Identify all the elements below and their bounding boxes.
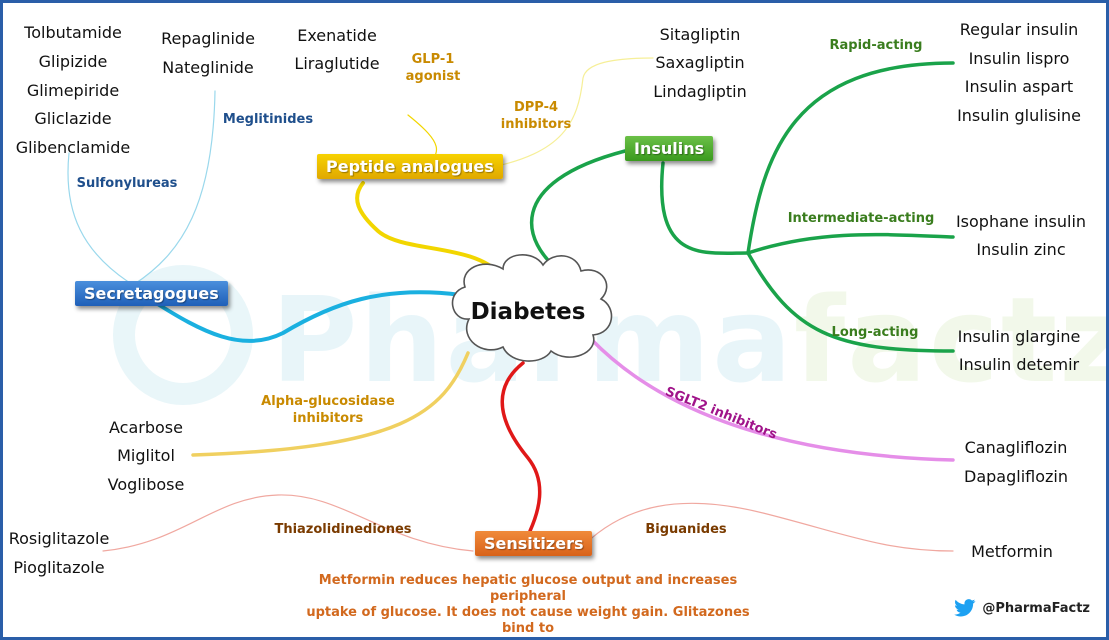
biguanides-branch-line xyxy=(577,502,954,552)
drug-acarbose: Acarbose xyxy=(109,418,183,437)
drug-glimepiride: Glimepiride xyxy=(26,81,120,100)
drug-repaglinide: Repaglinide xyxy=(161,29,255,48)
drug-liraglutide: Liraglutide xyxy=(294,54,380,73)
insulins-box: Insulins xyxy=(625,136,714,161)
drug-canagliflozin: Canagliflozin xyxy=(964,438,1068,457)
long-acting-label: Long-acting xyxy=(831,325,919,340)
drug-isophane-insulin: Isophane insulin xyxy=(955,212,1087,231)
alpha-glucosidase-inhibitors-label: Alpha-glucosidase inhibitors xyxy=(261,394,395,426)
glp1-agonist-label: GLP-1 agonist xyxy=(405,52,461,84)
dpp4-inhibitors-label: DPP-4 inhibitors xyxy=(500,100,572,132)
drug-lindagliptin: Lindagliptin xyxy=(653,82,747,101)
drug-voglibose: Voglibose xyxy=(107,475,185,494)
sulfonylureas-branch-line xyxy=(67,152,134,286)
peptide-branch-line xyxy=(355,181,503,277)
drug-miglitol: Miglitol xyxy=(117,446,175,465)
rapid-acting-label: Rapid-acting xyxy=(829,38,923,53)
drug-insulin-aspart: Insulin aspart xyxy=(964,77,1074,96)
drug-nateglinide: Nateglinide xyxy=(162,58,254,77)
biguanides-label: Biguanides xyxy=(645,522,727,537)
long-acting-branch-line xyxy=(746,251,955,353)
drug-rosiglitazole: Rosiglitazole xyxy=(8,529,110,548)
drug-glibenclamide: Glibenclamide xyxy=(15,138,131,157)
twitter-handle-text: @PharmaFactz xyxy=(982,600,1090,616)
drug-regular-insulin: Regular insulin xyxy=(959,20,1079,39)
drug-dapagliflozin: Dapagliflozin xyxy=(964,467,1068,486)
drug-insulin-glargine: Insulin glargine xyxy=(957,327,1081,346)
intermediate-acting-branch-line xyxy=(746,232,955,255)
meglitinides-label: Meglitinides xyxy=(222,112,314,127)
drug-tolbutamide: Tolbutamide xyxy=(24,23,122,42)
peptide-analogues-box: Peptide analogues xyxy=(317,154,503,179)
footnote-text: Metformin reduces hepatic glucose output… xyxy=(306,573,750,636)
drug-saxagliptin: Saxagliptin xyxy=(655,53,745,72)
thiazolidinediones-label: Thiazolidinediones xyxy=(274,522,412,537)
drug-sitagliptin: Sitagliptin xyxy=(659,25,741,44)
sensitizers-branch-line xyxy=(500,361,542,533)
drug-insulin-zinc: Insulin zinc xyxy=(976,240,1066,259)
connector-lines xyxy=(67,57,955,552)
drug-exenatide: Exenatide xyxy=(297,26,377,45)
drug-metformin: Metformin xyxy=(971,542,1053,561)
meglitinides-branch-line xyxy=(132,90,216,286)
insulins-branch-line xyxy=(529,149,627,273)
drug-insulin-lispro: Insulin lispro xyxy=(968,49,1070,68)
intermediate-acting-label: Intermediate-acting xyxy=(787,211,935,226)
insulins-trunk-line xyxy=(660,161,750,255)
social-handle[interactable]: @PharmaFactz xyxy=(954,599,1090,617)
sglt2-branch-line xyxy=(589,337,955,462)
thiazolidinediones-branch-line xyxy=(102,494,474,552)
alpha-glucosidase-branch-line xyxy=(191,351,470,457)
drug-insulin-detemir: Insulin detemir xyxy=(958,355,1080,374)
drug-pioglitazole: Pioglitazole xyxy=(13,558,105,577)
sensitizers-box: Sensitizers xyxy=(475,531,593,556)
center-node-diabetes: Diabetes xyxy=(470,299,586,325)
secretagogues-branch-line xyxy=(151,290,463,343)
dpp4-branch-line xyxy=(487,57,654,169)
drug-insulin-glulisine: Insulin glulisine xyxy=(957,106,1081,125)
drug-gliclazide: Gliclazide xyxy=(34,109,112,128)
twitter-bird-icon xyxy=(954,599,976,617)
secretagogues-box: Secretagogues xyxy=(75,281,228,306)
sulfonylureas-label: Sulfonylureas xyxy=(76,176,178,191)
diabetes-cloud xyxy=(451,254,613,362)
rapid-acting-branch-line xyxy=(746,61,955,255)
drug-glipizide: Glipizide xyxy=(38,52,108,71)
